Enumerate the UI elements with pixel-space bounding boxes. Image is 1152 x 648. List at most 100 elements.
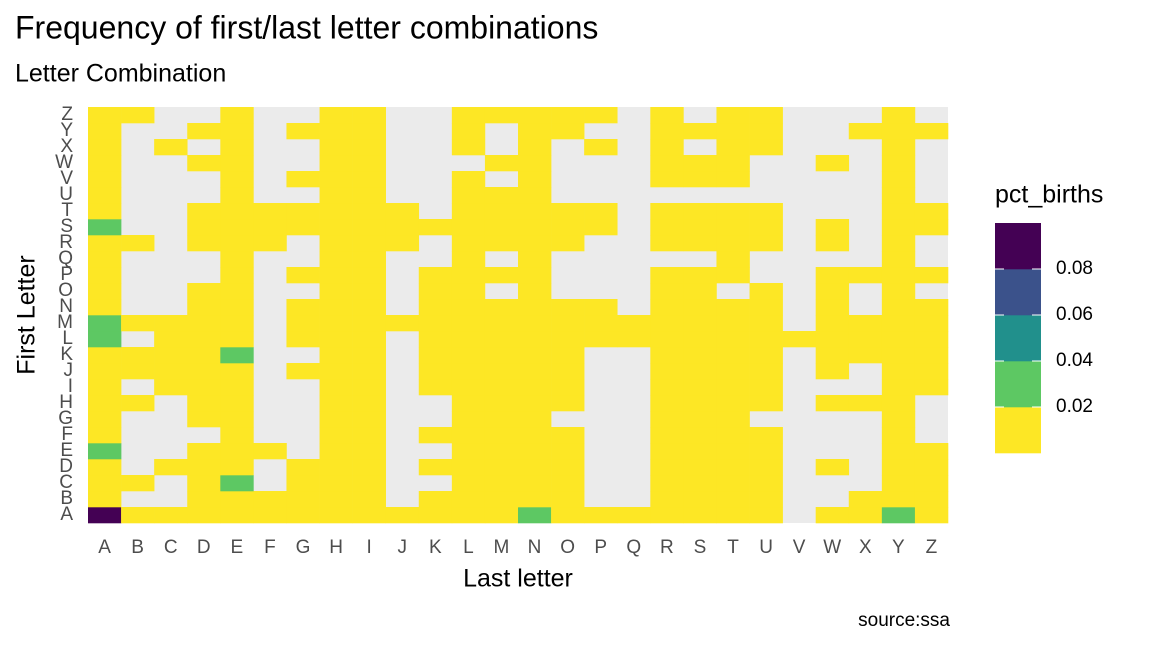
y-tick-label: M: [57, 312, 73, 333]
heatmap-cell: [451, 427, 486, 444]
heatmap-cell: [352, 315, 386, 332]
heatmap-cell: [551, 107, 585, 124]
heatmap-cell: [815, 219, 850, 236]
heatmap-cell: [253, 507, 287, 524]
heatmap-cell: [352, 299, 386, 316]
heatmap-cell: [88, 315, 122, 332]
heatmap-cell: [716, 251, 750, 268]
heatmap-cell: [220, 251, 254, 268]
heatmap-cell: [881, 267, 916, 284]
heatmap-cell: [551, 123, 585, 140]
heatmap-cell: [484, 379, 519, 396]
x-tick-label: V: [793, 537, 806, 558]
heatmap-cell: [121, 315, 155, 332]
heatmap-cell: [650, 155, 684, 172]
heatmap-cell: [881, 155, 916, 172]
heatmap-cell: [881, 139, 916, 156]
heatmap-cell: [220, 379, 254, 396]
heatmap-cell: [220, 491, 254, 508]
heatmap-cell: [319, 123, 353, 140]
y-tick-label: U: [59, 184, 73, 205]
heatmap-cell: [518, 203, 552, 220]
heatmap-cell: [518, 155, 552, 172]
heatmap-cell: [88, 331, 122, 348]
heatmap-cell: [88, 347, 122, 364]
heatmap-cell: [88, 219, 122, 236]
heatmap-cell: [749, 347, 783, 364]
heatmap-cell: [584, 299, 618, 316]
heatmap-cell: [451, 331, 486, 348]
heatmap-cell: [154, 379, 188, 396]
heatmap-cell: [484, 187, 519, 204]
heatmap-cell: [683, 491, 717, 508]
heatmap-cell: [716, 443, 750, 460]
x-tick-label: G: [296, 537, 311, 558]
heatmap-cell: [749, 123, 783, 140]
heatmap-cell: [88, 171, 122, 188]
heatmap-cell: [319, 107, 353, 124]
heatmap-cell: [253, 219, 287, 236]
heatmap-cell: [650, 331, 684, 348]
heatmap-cell: [319, 283, 353, 300]
heatmap-cell: [683, 283, 717, 300]
x-tick-label: D: [197, 537, 211, 558]
y-tick-label: K: [60, 344, 73, 365]
heatmap-cell: [584, 331, 618, 348]
heatmap-cell: [484, 331, 519, 348]
heatmap-cell: [914, 475, 949, 492]
heatmap-cell: [584, 315, 618, 332]
heatmap-cell: [716, 155, 750, 172]
heatmap-cell: [484, 155, 519, 172]
heatmap-cell: [319, 395, 353, 412]
heatmap-cell: [716, 491, 750, 508]
y-tick-label: H: [59, 392, 73, 413]
heatmap-cell: [418, 331, 453, 348]
heatmap-cell: [650, 123, 684, 140]
heatmap-cell: [418, 267, 453, 284]
heatmap-cell: [881, 299, 916, 316]
heatmap-cell: [881, 507, 916, 524]
y-axis-label: First Letter: [13, 255, 41, 374]
heatmap-cell: [484, 411, 519, 428]
heatmap-cell: [220, 107, 254, 124]
heatmap-cell: [220, 507, 254, 524]
heatmap-cell: [518, 267, 552, 284]
x-tick-label: H: [329, 537, 343, 558]
heatmap-cell: [187, 235, 221, 252]
heatmap-cell: [286, 219, 320, 236]
heatmap-cell: [220, 219, 254, 236]
heatmap-cell: [881, 171, 916, 188]
heatmap-cell: [418, 459, 453, 476]
y-tick-label: R: [59, 232, 73, 253]
x-tick-label: L: [463, 537, 474, 558]
heatmap-cell: [683, 507, 717, 524]
heatmap-cell: [88, 203, 122, 220]
heatmap-cell: [782, 331, 816, 348]
heatmap-cell: [88, 475, 122, 492]
heatmap-cell: [88, 507, 122, 524]
heatmap-cell: [418, 379, 453, 396]
heatmap-cell: [88, 283, 122, 300]
heatmap-cell: [551, 299, 585, 316]
y-tick-label: C: [59, 472, 73, 493]
heatmap-cell: [88, 363, 122, 380]
y-tick-label: Q: [58, 248, 73, 269]
x-axis-label: Last letter: [463, 565, 573, 593]
heatmap-cell: [352, 491, 386, 508]
heatmap-cell: [220, 315, 254, 332]
heatmap-cell: [352, 155, 386, 172]
x-tick-label: Q: [626, 537, 641, 558]
heatmap-cell: [683, 331, 717, 348]
heatmap-cell: [716, 395, 750, 412]
heatmap-cell: [88, 491, 122, 508]
heatmap-cell: [650, 475, 684, 492]
heatmap-cell: [220, 459, 254, 476]
heatmap-cell: [650, 139, 684, 156]
heatmap-cell: [914, 507, 949, 524]
heatmap-cell: [121, 235, 155, 252]
heatmap-cell: [319, 475, 353, 492]
heatmap-cell: [352, 187, 386, 204]
heatmap-cell: [650, 491, 684, 508]
heatmap-cell: [551, 203, 585, 220]
heatmap-cell: [650, 267, 684, 284]
